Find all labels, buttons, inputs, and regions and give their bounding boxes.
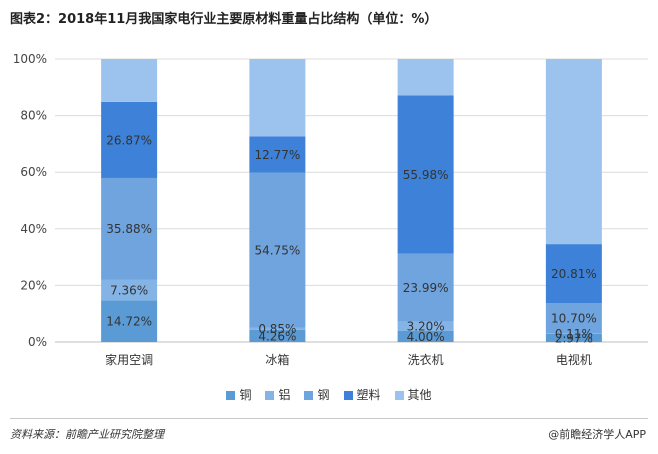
data-label: 0.11% — [555, 327, 593, 341]
bar-segment — [397, 253, 454, 322]
data-label: 23.99% — [403, 281, 449, 295]
bar-segment — [249, 172, 306, 328]
legend-swatch — [304, 391, 314, 400]
legend-item: 钢 — [304, 386, 330, 403]
legend-swatch — [226, 391, 236, 400]
y-tick-label: 80% — [20, 109, 47, 123]
data-label: 10.70% — [551, 312, 597, 326]
data-label: 14.72% — [106, 315, 152, 329]
legend-swatch — [394, 391, 404, 400]
y-axis-ticks: 0% 20% 40% 60% 80% 100% — [13, 52, 47, 349]
bar-segment — [249, 327, 306, 330]
legend-label: 其他 — [407, 388, 432, 402]
legend-item: 铝 — [265, 386, 290, 403]
bar-segment — [397, 330, 454, 342]
bar-segment — [249, 59, 306, 137]
data-label: 0.85% — [258, 322, 296, 336]
data-label: 4.26% — [258, 329, 296, 343]
x-tick-label: 冰箱 — [265, 352, 289, 367]
legend-item: 其他 — [394, 386, 432, 403]
y-tick-label: 0% — [28, 335, 47, 349]
bar-segment — [101, 279, 158, 301]
data-label: 3.20% — [407, 320, 445, 334]
legend-label: 铝 — [278, 388, 291, 402]
bar-segment — [101, 59, 158, 102]
bars — [101, 59, 602, 342]
x-tick-label: 洗衣机 — [408, 352, 444, 367]
data-label: 20.81% — [551, 267, 597, 281]
legend-item: 塑料 — [343, 386, 381, 403]
bar-segment — [397, 59, 454, 96]
bar-segment — [101, 101, 158, 178]
data-label: 35.88% — [106, 222, 152, 236]
data-labels: 14.72% 7.36% 35.88% 26.87% 4.26%0.85% 54.75% 1… — [106, 133, 597, 345]
bar-segment — [545, 59, 602, 245]
bar-segment — [101, 177, 158, 280]
data-label: 12.77% — [254, 148, 300, 162]
bar-segment — [545, 244, 602, 304]
bar-segment — [397, 95, 454, 254]
source-note: 资料来源：前瞻产业研究院整理 — [10, 428, 164, 441]
footer-divider — [10, 418, 648, 419]
x-tick-label: 家用空调 — [105, 352, 153, 367]
data-label: 26.87% — [106, 133, 152, 147]
legend-label: 钢 — [317, 388, 330, 402]
legend: 铜 铝 钢 塑料 其他 — [0, 386, 658, 403]
data-label: 54.75% — [254, 244, 300, 258]
legend-item: 铜 — [226, 386, 251, 403]
y-tick-label: 100% — [13, 52, 47, 66]
data-label: 2.97% — [555, 331, 593, 345]
data-label: 4.00% — [407, 330, 445, 344]
legend-swatch — [265, 391, 275, 400]
bar-segment — [249, 329, 306, 342]
data-label: 7.36% — [110, 283, 148, 297]
x-tick-label: 电视机 — [556, 352, 592, 367]
bar-segment — [545, 303, 602, 334]
legend-label: 铜 — [239, 388, 252, 402]
bar-segment — [397, 321, 454, 331]
bar-segment — [101, 300, 158, 342]
x-axis-ticks: 家用空调 冰箱 洗衣机 电视机 — [105, 352, 592, 367]
y-tick-label: 40% — [20, 222, 47, 236]
y-tick-label: 20% — [20, 278, 47, 292]
chart-title: 图表2：2018年11月我国家电行业主要原材料重量占比结构（单位：%） — [10, 12, 438, 27]
legend-swatch — [343, 391, 353, 400]
brand-credit: @前瞻经济学人APP — [548, 428, 646, 441]
footer: 资料来源：前瞻产业研究院整理 @前瞻经济学人APP — [0, 418, 658, 454]
y-tick-label: 60% — [20, 165, 47, 179]
bar-segment — [249, 136, 306, 173]
stacked-bar-chart: 0% 20% 40% 60% 80% 100% 14.72% 7.36% 35.88% 26.8… — [13, 52, 648, 367]
data-label: 55.98% — [403, 168, 449, 182]
legend-label: 塑料 — [356, 388, 381, 402]
bar-segment — [545, 333, 602, 342]
